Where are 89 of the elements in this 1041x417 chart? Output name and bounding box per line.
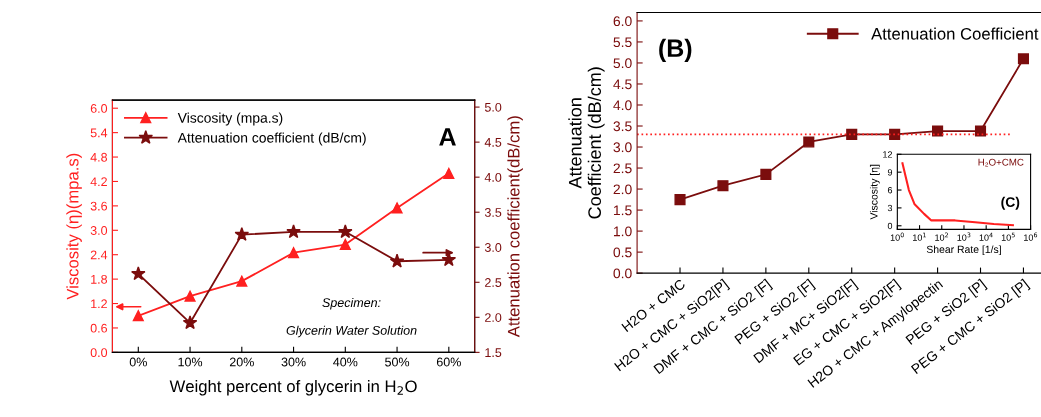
x-tick-label: 10$^{4}$ — [979, 232, 993, 241]
point — [717, 180, 729, 192]
y2-tick-label: 2.0 — [485, 313, 502, 322]
legend-label: Attenuation coefficient (dB/cm) — [177, 132, 366, 146]
y-tick-label: 0 — [887, 222, 893, 230]
point — [932, 125, 944, 137]
point — [391, 202, 403, 214]
y-tick-label: 3.0 — [613, 142, 632, 153]
y-tick-label: 6.0 — [90, 104, 108, 113]
y-tick-label: 3.0 — [90, 226, 108, 235]
annotation: H₂O+CMC — [978, 158, 1024, 167]
y-tick-label: 5.0 — [613, 58, 632, 69]
y-axis-title: Viscosity (η)(mpa.s) — [66, 153, 82, 300]
annotation: (B) — [659, 38, 692, 62]
point — [443, 167, 455, 179]
x-tick-label: 30% — [281, 357, 306, 367]
annotation: Specimen: — [322, 297, 381, 310]
y-tick-label: 3.5 — [613, 121, 632, 132]
y-axis-title: Viscosity [η] — [869, 164, 880, 220]
x-tick-label: 10$^{2}$ — [935, 232, 949, 241]
point — [846, 128, 858, 140]
point — [131, 266, 146, 281]
y2-tick-label: 3.5 — [484, 208, 502, 217]
y-tick-label: 5.4 — [90, 128, 108, 138]
y2-tick-label: 1.5 — [485, 348, 502, 358]
x-tick-label: 10% — [178, 357, 203, 367]
y2-axis-title: Attenuation coefficient(dB/cm) — [507, 116, 523, 338]
y2-tick-label: 2.5 — [485, 278, 502, 287]
y-tick-label: 0.6 — [90, 323, 108, 333]
y-tick-label: 4.5 — [613, 79, 632, 90]
y-tick-label: 5.5 — [613, 37, 632, 48]
x-tick-label: 0% — [129, 357, 147, 367]
annotation: A — [439, 128, 456, 146]
y-tick-label: 0.0 — [613, 268, 632, 279]
y2-tick-label: 4.0 — [484, 172, 502, 182]
y-tick-label: 1.2 — [91, 299, 107, 309]
point — [288, 247, 300, 259]
point — [182, 315, 198, 330]
point — [236, 275, 248, 287]
point — [234, 226, 250, 241]
x-tick-label: 40% — [333, 357, 358, 367]
point — [889, 128, 901, 140]
x-tick-label: 20% — [229, 357, 254, 367]
point — [338, 224, 353, 239]
y-tick-label: 6 — [887, 187, 893, 194]
y-tick-label: 4.2 — [90, 177, 107, 186]
y-axis-title: Attenuation Coefficient (dB/cm) — [568, 67, 605, 219]
x-tick-label: 10$^{5}$ — [1001, 232, 1015, 241]
y-tick-label: 1.0 — [613, 226, 632, 237]
annotation: Glycerin Water Solution — [286, 325, 417, 338]
y-tick-label: 3 — [887, 204, 893, 212]
y2-tick-label: 4.5 — [484, 138, 502, 147]
y-tick-label: 6.0 — [613, 16, 632, 27]
point — [803, 136, 815, 148]
point — [974, 125, 987, 137]
point — [441, 252, 457, 267]
point — [674, 194, 686, 206]
point — [132, 310, 144, 322]
x-axis-title: Shear Rate [1/s] — [926, 245, 1001, 256]
x-tick-label: 10$^{1}$ — [913, 232, 926, 241]
y-tick-label: 2.4 — [90, 250, 108, 260]
x-tick-label: 10$^{3}$ — [957, 232, 971, 241]
point — [760, 168, 772, 180]
y-tick-label: 1.5 — [613, 205, 632, 216]
y2-tick-label: 3.0 — [484, 243, 502, 252]
x-axis-title: Weight percent of glycerin in H$_{2}$O — [169, 379, 417, 396]
point — [1017, 53, 1029, 65]
y-tick-label: 4.0 — [613, 100, 632, 111]
annotation: (C) — [1001, 196, 1020, 210]
y-tick-label: 2.0 — [613, 184, 632, 195]
x-tick-label: 60% — [436, 357, 461, 367]
y-tick-label: 0.0 — [90, 348, 108, 358]
x-tick-label: 10$^{6}$ — [1024, 232, 1038, 241]
y-tick-label: 0.5 — [613, 247, 632, 258]
y-tick-label: 1.8 — [91, 274, 108, 284]
point — [286, 224, 301, 239]
y-tick-label: 9 — [887, 169, 893, 176]
point — [389, 253, 405, 268]
legend-label: Viscosity (mpa.s) — [177, 112, 283, 126]
x-tick-label: 10$^{0}$ — [890, 232, 904, 241]
y-tick-label: 4.8 — [90, 152, 108, 162]
y-tick-label: 3.6 — [90, 201, 108, 211]
legend-label: Attenuation Coefficient — [871, 27, 1039, 40]
y-tick-label: 2.5 — [613, 163, 632, 174]
point — [184, 290, 196, 302]
y-tick-label: 12 — [883, 151, 893, 158]
y2-tick-label: 5.0 — [484, 102, 502, 112]
point — [339, 238, 351, 251]
x-tick-label: 50% — [385, 357, 410, 367]
